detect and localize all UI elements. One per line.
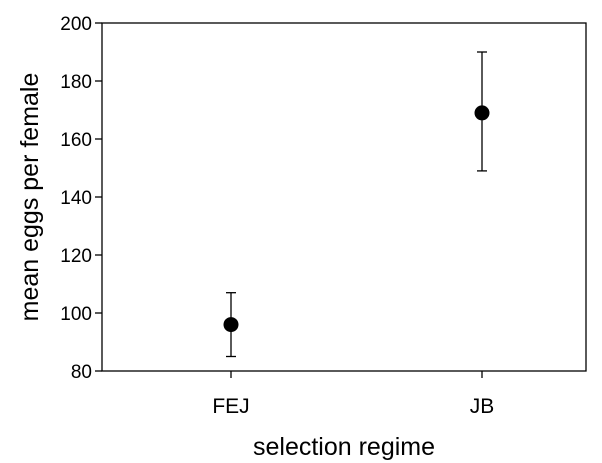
plot-frame bbox=[101, 22, 587, 372]
y-axis-ticks: 80 100 120 140 160 180 200 bbox=[60, 14, 102, 383]
x-tick-label: JB bbox=[470, 395, 495, 418]
y-tick-label: 140 bbox=[60, 188, 92, 209]
data-point bbox=[223, 317, 239, 333]
x-axis-title: selection regime bbox=[253, 433, 435, 461]
x-tick-label: FEJ bbox=[212, 395, 249, 418]
y-tick-label: 180 bbox=[60, 72, 92, 93]
y-tick-label: 80 bbox=[71, 362, 92, 383]
x-axis-ticks: FEJ JB bbox=[212, 371, 494, 418]
y-tick-label: 100 bbox=[60, 304, 92, 325]
y-tick-label: 160 bbox=[60, 130, 92, 151]
y-tick-label: 120 bbox=[60, 246, 92, 267]
data-point bbox=[474, 105, 490, 121]
y-axis-title: mean eggs per female bbox=[16, 73, 44, 322]
data-marks bbox=[223, 51, 490, 358]
y-tick-label: 200 bbox=[60, 14, 92, 35]
